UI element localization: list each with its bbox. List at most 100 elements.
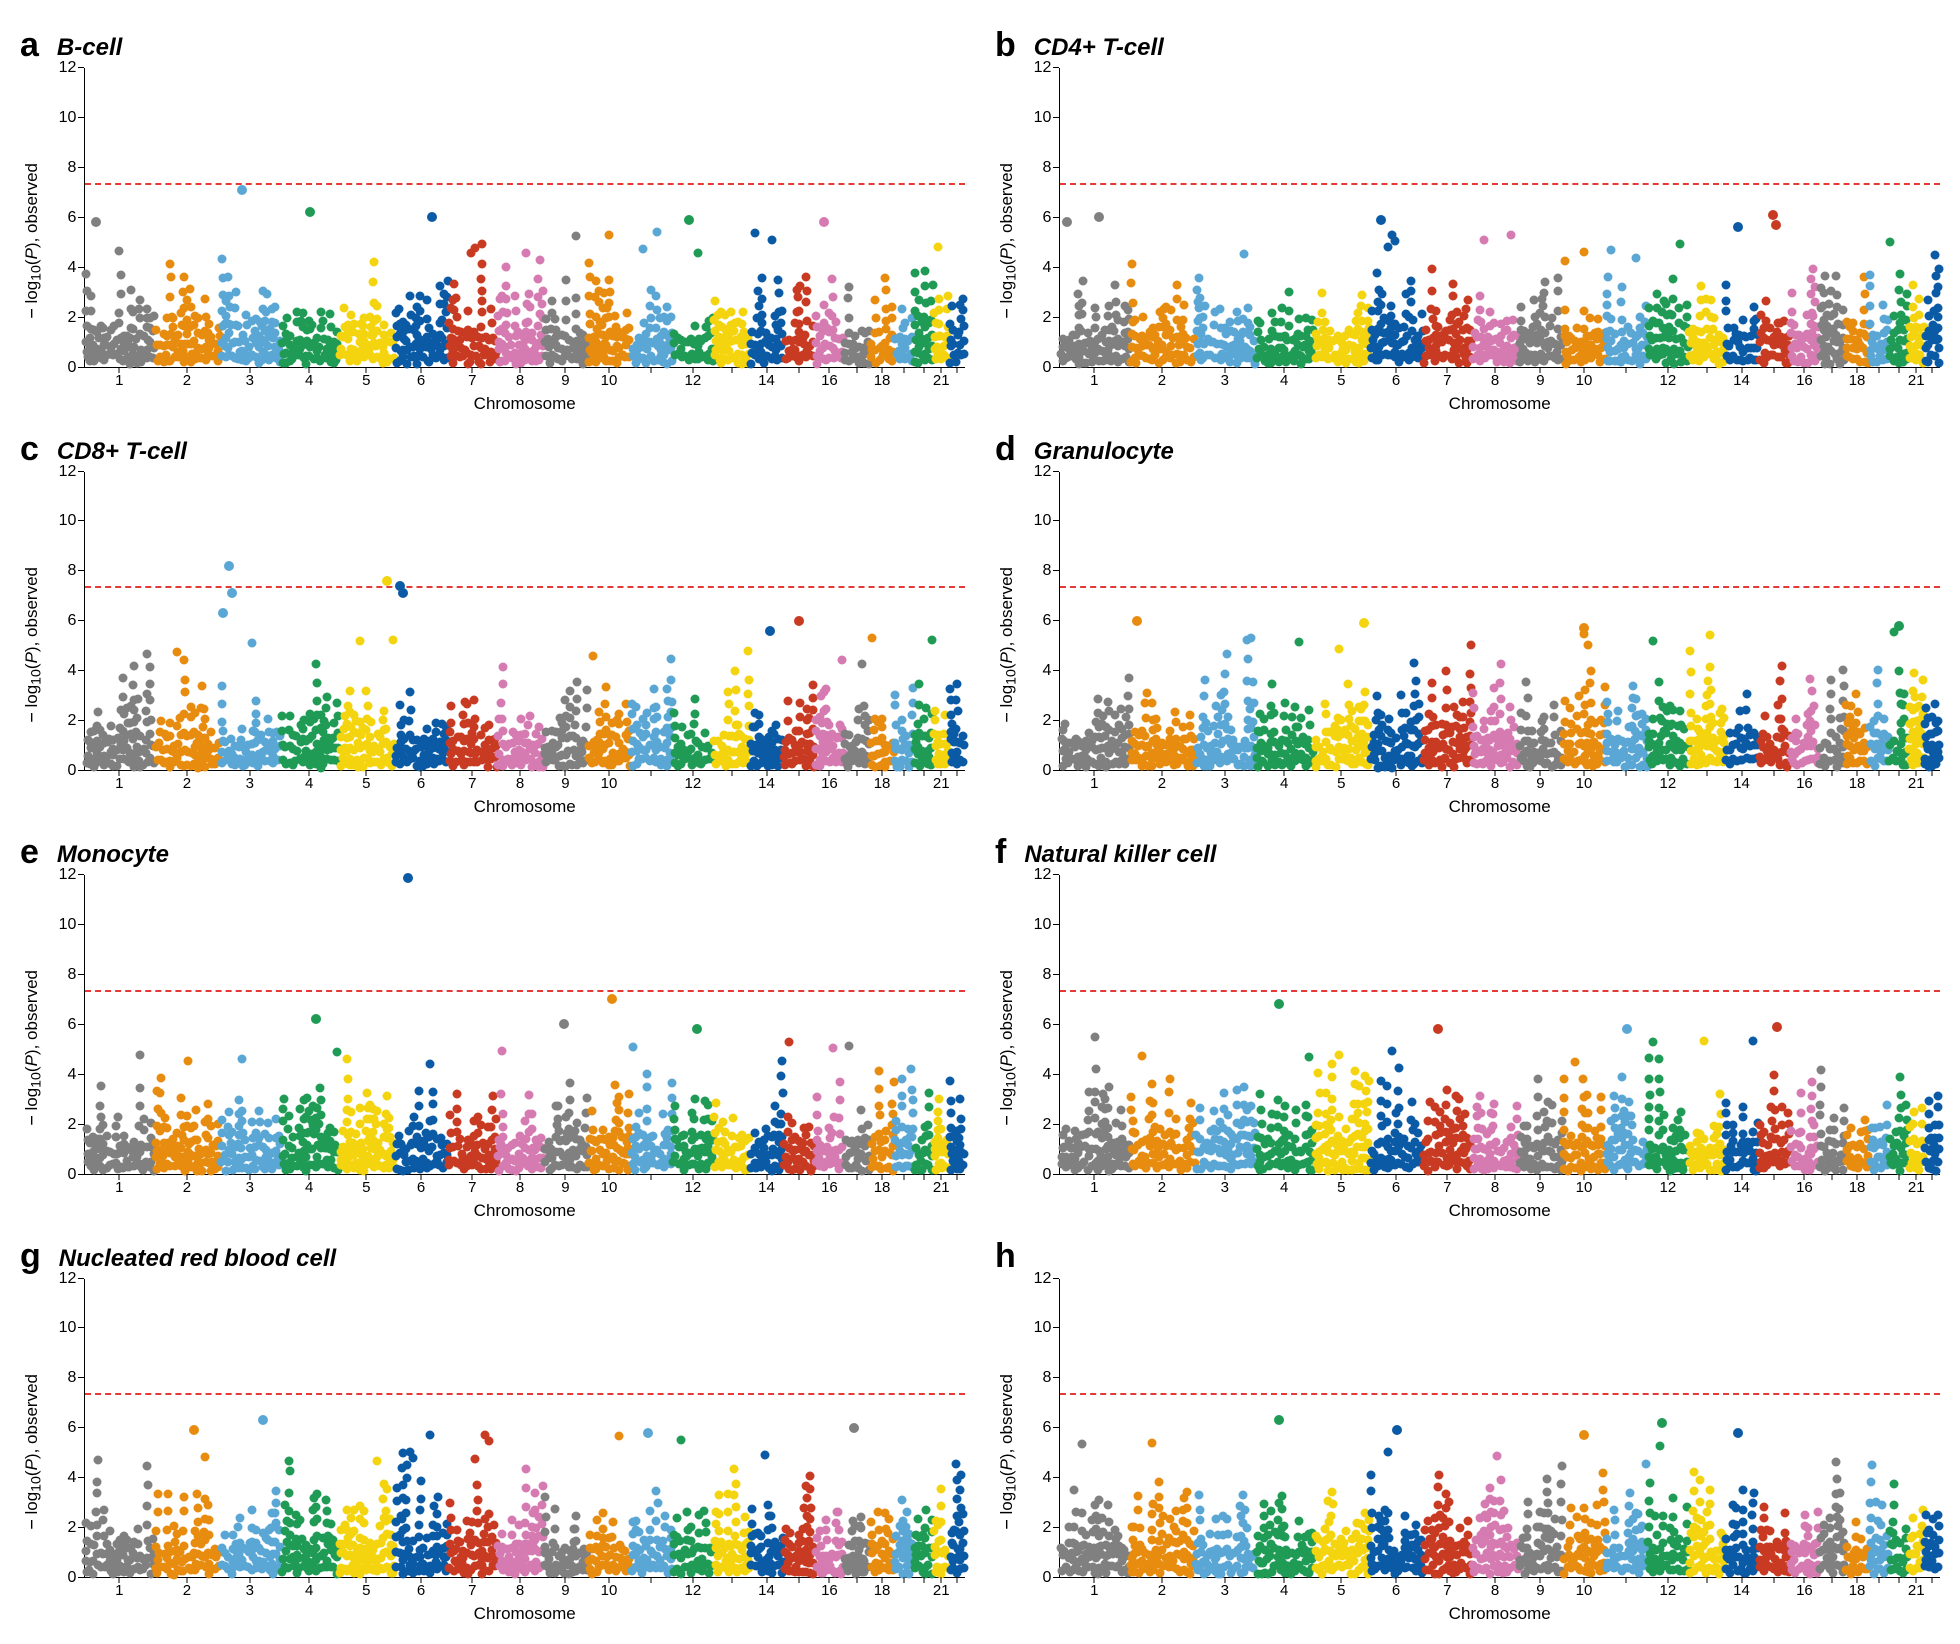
outlier-point: [1433, 1024, 1443, 1034]
x-tick-label: 7: [468, 372, 476, 389]
x-tick-label: 16: [1796, 1582, 1813, 1599]
x-tick-label: 6: [417, 1179, 425, 1196]
manhattan-plot-area: [84, 68, 965, 368]
y-tick-label: 12: [59, 463, 77, 481]
y-ticks: 024681012: [46, 875, 84, 1175]
x-tick-label: 5: [362, 775, 370, 792]
x-tick-label: 10: [601, 1582, 618, 1599]
x-ticks: 123456789101214161821: [1059, 368, 1940, 394]
y-tick-label: 4: [67, 1469, 76, 1487]
y-tick-label: 0: [1042, 1569, 1051, 1587]
significance-threshold-line: [85, 183, 965, 185]
x-tick-label: 7: [468, 1179, 476, 1196]
x-tick-label: 7: [1443, 1582, 1451, 1599]
x-tick-label: 14: [758, 775, 775, 792]
outlier-point: [237, 185, 247, 195]
y-axis-label: − log10(P), observed: [995, 1279, 1021, 1625]
y-axis-label: − log10(P), observed: [20, 472, 46, 818]
x-tick-label: 10: [601, 372, 618, 389]
panel-f: fNatural killer cell− log10(P), observed…: [995, 827, 1940, 1221]
x-tick-label: 1: [1090, 775, 1098, 792]
y-tick-label: 2: [1042, 712, 1051, 730]
x-tick-label: 9: [561, 775, 569, 792]
x-tick-label: 8: [516, 775, 524, 792]
x-tick-label: 21: [1908, 775, 1925, 792]
x-tick-label: 14: [758, 1179, 775, 1196]
y-tick-label: 6: [1042, 209, 1051, 227]
outlier-point: [218, 608, 228, 618]
x-tick-label: 5: [362, 1179, 370, 1196]
outlier-point: [643, 1428, 653, 1438]
y-tick-label: 8: [1042, 562, 1051, 580]
y-tick-label: 0: [67, 1569, 76, 1587]
x-tick-label: 18: [1849, 372, 1866, 389]
x-tick-label: 2: [183, 775, 191, 792]
x-tick-label: 6: [417, 1582, 425, 1599]
x-axis-label: Chromosome: [1059, 1201, 1940, 1221]
outlier-point: [1274, 1415, 1284, 1425]
x-tick-label: 4: [305, 372, 313, 389]
x-tick-label: 12: [685, 372, 702, 389]
x-tick-label: 9: [561, 1179, 569, 1196]
panel-g: gNucleated red blood cell− log10(P), obs…: [20, 1231, 965, 1625]
y-tick-label: 12: [59, 1270, 77, 1288]
outlier-point: [794, 616, 804, 626]
x-tick-label: 2: [183, 372, 191, 389]
x-tick-label: 5: [362, 372, 370, 389]
outlier-point: [819, 217, 829, 227]
panel-b: bCD4+ T-cell− log10(P), observed02468101…: [995, 20, 1940, 414]
x-tick-label: 18: [874, 1179, 891, 1196]
outlier-point: [1772, 1022, 1782, 1032]
x-tick-label: 8: [1491, 1582, 1499, 1599]
panel-title: Nucleated red blood cell: [59, 1247, 336, 1273]
outlier-point: [427, 212, 437, 222]
x-tick-label: 18: [1849, 775, 1866, 792]
x-tick-label: 12: [1660, 372, 1677, 389]
panel-letter: e: [20, 835, 39, 869]
x-tick-label: 16: [821, 775, 838, 792]
outlier-point: [1894, 621, 1904, 631]
x-tick-label: 5: [1337, 775, 1345, 792]
x-tick-label: 12: [685, 1179, 702, 1196]
x-tick-label: 4: [1280, 372, 1288, 389]
x-tick-label: 14: [1733, 1582, 1750, 1599]
y-tick-label: 12: [59, 59, 77, 77]
x-tick-label: 1: [115, 372, 123, 389]
outlier-point: [1274, 999, 1284, 1009]
x-tick-label: 1: [1090, 1582, 1098, 1599]
x-tick-label: 8: [516, 1179, 524, 1196]
panel-d: dGranulocyte− log10(P), observed02468101…: [995, 424, 1940, 818]
y-ticks: 024681012: [46, 472, 84, 772]
outlier-point: [1359, 618, 1369, 628]
x-tick-label: 4: [1280, 1179, 1288, 1196]
x-tick-label: 10: [1576, 1582, 1593, 1599]
x-tick-label: 3: [246, 775, 254, 792]
y-axis-label: − log10(P), observed: [995, 875, 1021, 1221]
y-tick-label: 12: [1034, 866, 1052, 884]
x-ticks: 123456789101214161821: [84, 368, 965, 394]
y-tick-label: 12: [59, 866, 77, 884]
y-tick-label: 0: [1042, 762, 1051, 780]
x-ticks: 123456789101214161821: [84, 1175, 965, 1201]
x-tick-label: 14: [1733, 775, 1750, 792]
x-tick-label: 4: [1280, 775, 1288, 792]
y-ticks: 024681012: [46, 68, 84, 368]
x-tick-label: 1: [1090, 1179, 1098, 1196]
significance-threshold-line: [85, 1393, 965, 1395]
x-tick-label: 3: [246, 1582, 254, 1599]
x-tick-label: 10: [1576, 775, 1593, 792]
outlier-point: [559, 1019, 569, 1029]
x-tick-label: 8: [1491, 775, 1499, 792]
y-tick-label: 8: [1042, 966, 1051, 984]
x-tick-label: 5: [1337, 372, 1345, 389]
y-axis-label: − log10(P), observed: [20, 1279, 46, 1625]
outlier-point: [1579, 1430, 1589, 1440]
y-ticks: 024681012: [1021, 68, 1059, 368]
y-tick-label: 10: [59, 512, 77, 530]
x-tick-label: 6: [1392, 1582, 1400, 1599]
y-tick-label: 10: [59, 1319, 77, 1337]
x-tick-label: 21: [933, 1582, 950, 1599]
x-tick-label: 18: [1849, 1582, 1866, 1599]
x-tick-label: 8: [516, 1582, 524, 1599]
outlier-point: [1392, 1425, 1402, 1435]
